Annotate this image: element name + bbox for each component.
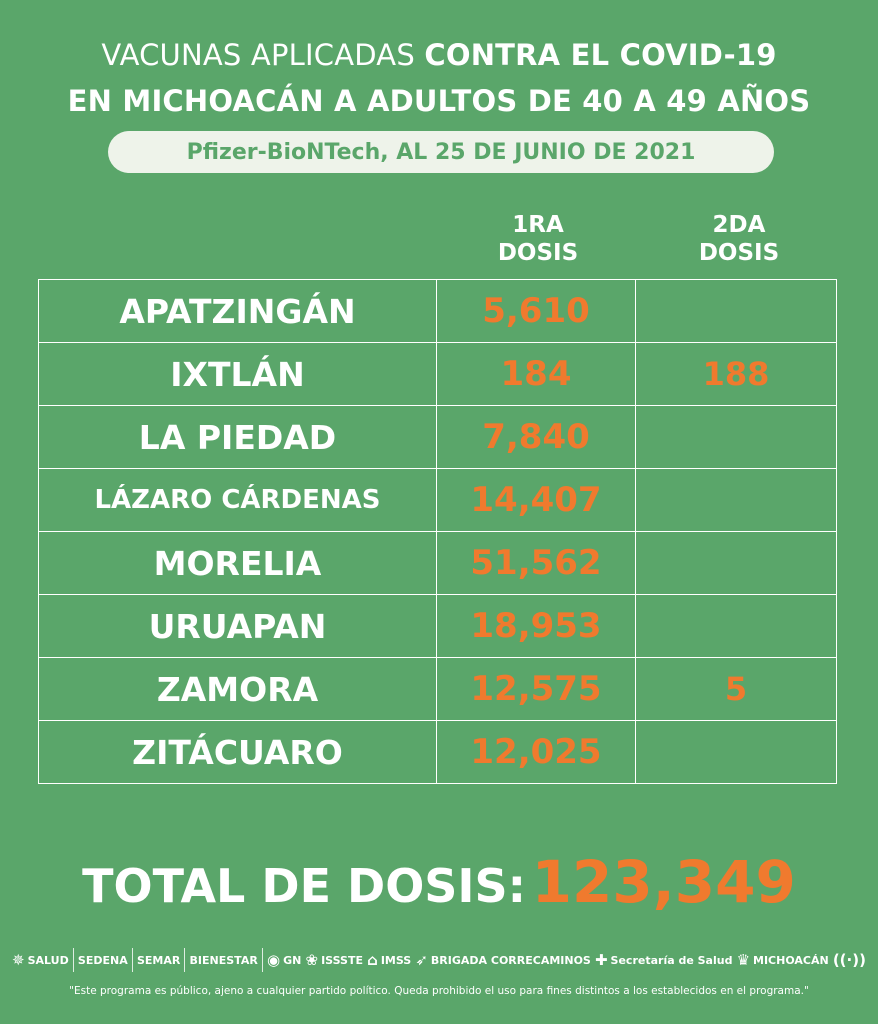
eagle-icon: ✵ (12, 951, 25, 969)
divider (72, 948, 74, 972)
municipio-cell: URUAPAN (38, 594, 437, 658)
sedena-logo: SEDENA (77, 953, 128, 967)
emblem-icon: ⌂ (367, 951, 378, 969)
dose-2-cell (635, 468, 837, 532)
logo-strip: ✵ SALUD SEDENA SEMAR BIENESTAR ◉ GN ❀ ISSST… (12, 942, 866, 978)
dose-2-cell: 188 (635, 342, 837, 406)
table-row: MORELIA 51,562 (38, 531, 837, 595)
subtitle-pill: Pfizer-BioNTech, AL 25 DE JUNIO DE 2021 (108, 131, 774, 173)
total-label: TOTAL DE DOSIS: (82, 859, 527, 913)
crown-icon: ♛ (736, 951, 751, 969)
divider (184, 948, 186, 972)
dose-2-cell (635, 405, 837, 469)
municipio-cell: IXTLÁN (38, 342, 437, 406)
secretaria-logo: ✚ Secretaría de Salud (594, 951, 733, 969)
semar-logo: SEMAR (136, 953, 181, 967)
municipio-cell: LÁZARO CÁRDENAS (38, 468, 437, 532)
dose-2-cell (635, 720, 837, 784)
total-value: 123,349 (531, 848, 796, 916)
total-doses: TOTAL DE DOSIS: 123,349 (0, 848, 878, 916)
title-line-1: VACUNAS APLICADAS CONTRA EL COVID-19 (101, 38, 777, 72)
dose-2-cell (635, 531, 837, 595)
brigada-logo: ➶ BRIGADA CORRECAMINOS (415, 951, 591, 969)
radio-logo: ((·)) (833, 951, 866, 969)
bird-icon: ➶ (415, 951, 428, 969)
table-row: LA PIEDAD 7,840 (38, 405, 837, 469)
dose-1-cell: 184 (436, 342, 636, 406)
salud-logo: ✵ SALUD (12, 951, 69, 969)
dose-1-cell: 14,407 (436, 468, 636, 532)
municipio-cell: ZITÁCUARO (38, 720, 437, 784)
dose-1-cell: 51,562 (436, 531, 636, 595)
table-row: IXTLÁN 184 188 (38, 342, 837, 406)
dose-2-cell (635, 594, 837, 658)
bienestar-logo: BIENESTAR (189, 953, 258, 967)
gn-logo: ◉ GN (267, 951, 302, 969)
michoacan-logo: ♛ MICHOACÁN (736, 951, 829, 969)
dose-1-cell: 12,025 (436, 720, 636, 784)
divider (131, 948, 133, 972)
shield-icon: ◉ (267, 951, 281, 969)
title-line-2: EN MICHOACÁN A ADULTOS DE 40 A 49 AÑOS (67, 84, 811, 118)
legal-footer: "Este programa es público, ajeno a cualq… (69, 985, 809, 997)
issste-logo: ❀ ISSSTE (305, 951, 363, 969)
emblem-icon: ✚ (594, 951, 608, 969)
page-title: VACUNAS APLICADAS CONTRA EL COVID-19 EN … (0, 32, 878, 124)
municipio-cell: ZAMORA (38, 657, 437, 721)
municipio-cell: LA PIEDAD (38, 405, 437, 469)
table-row: LÁZARO CÁRDENAS 14,407 (38, 468, 837, 532)
table-row: URUAPAN 18,953 (38, 594, 837, 658)
table-row: ZITÁCUARO 12,025 (38, 720, 837, 784)
municipio-cell: MORELIA (38, 531, 437, 595)
column-header-dose-2: 2DA DOSIS (698, 212, 780, 266)
table-row: ZAMORA 12,575 5 (38, 657, 837, 721)
column-header-dose-1: 1RA DOSIS (497, 212, 579, 266)
municipio-cell: APATZINGÁN (38, 279, 437, 343)
vaccination-table: APATZINGÁN 5,610 IXTLÁN 184 188 LA PIEDA… (38, 279, 837, 784)
emblem-icon: ❀ (305, 951, 319, 969)
dose-1-cell: 7,840 (436, 405, 636, 469)
dose-2-cell (635, 279, 837, 343)
dose-1-cell: 5,610 (436, 279, 636, 343)
dose-1-cell: 18,953 (436, 594, 636, 658)
imss-logo: ⌂ IMSS (367, 951, 412, 969)
table-row: APATZINGÁN 5,610 (38, 279, 837, 343)
broadcast-icon: ((·)) (832, 951, 866, 969)
divider (261, 948, 263, 972)
dose-1-cell: 12,575 (436, 657, 636, 721)
dose-2-cell: 5 (635, 657, 837, 721)
